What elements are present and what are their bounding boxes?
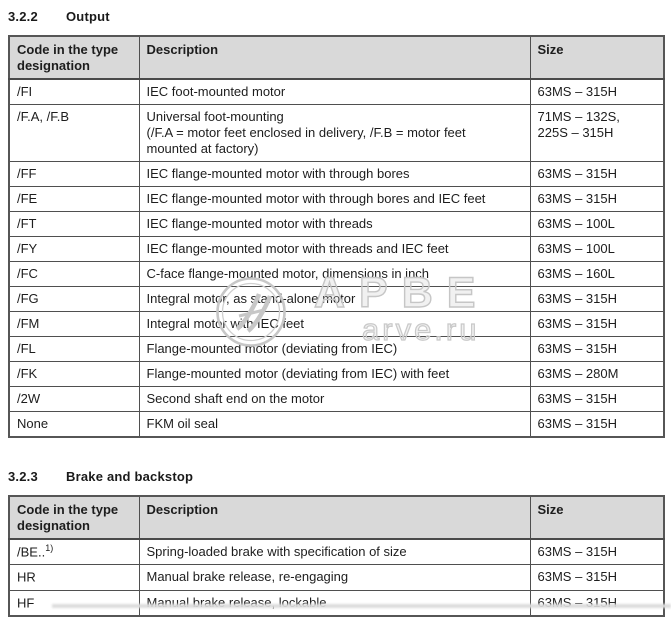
table-row: /BE..1) Spring-loaded brake with specifi… <box>8 538 665 566</box>
table-row: /FE IEC flange-mounted motor with throug… <box>8 186 665 212</box>
code-cell: /FI <box>8 78 140 105</box>
table-row: /FG Integral motor, as stand-alone motor… <box>8 286 665 312</box>
code-cell: /FF <box>8 161 140 187</box>
table-row: None FKM oil seal 63MS – 315H <box>8 411 665 438</box>
table-row: /FK Flange-mounted motor (deviating from… <box>8 361 665 387</box>
table-header-row: Code in the type designation Description… <box>8 495 665 540</box>
description-cell: FKM oil seal <box>138 411 531 438</box>
size-cell: 63MS – 315H <box>529 78 665 105</box>
code-cell: /FT <box>8 211 140 237</box>
table-row: /FC C-face flange-mounted motor, dimensi… <box>8 261 665 287</box>
section-number: 3.2.2 <box>8 9 38 24</box>
col-header-description: Description <box>138 35 531 80</box>
col-header-description: Description <box>138 495 531 540</box>
size-cell: 63MS – 315H <box>529 186 665 212</box>
section-number: 3.2.3 <box>8 469 38 484</box>
description-cell: IEC flange-mounted motor with threads an… <box>138 236 531 262</box>
section-title: Brake and backstop <box>66 469 194 484</box>
table-row: /FM Integral motor with IEC feet 63MS – … <box>8 311 665 337</box>
description-cell: IEC flange-mounted motor with threads <box>138 211 531 237</box>
col-header-size: Size <box>529 495 665 540</box>
code-cell: /FE <box>8 186 140 212</box>
description-cell: Second shaft end on the motor <box>138 386 531 412</box>
code-cell: /FL <box>8 336 140 362</box>
section-heading-brake: 3.2.3 Brake and backstop <box>8 469 671 484</box>
description-cell: IEC foot-mounted motor <box>138 78 531 105</box>
table-row: /2W Second shaft end on the motor 63MS –… <box>8 386 665 412</box>
code-cell: /FK <box>8 361 140 387</box>
description-cell: Integral motor with IEC feet <box>138 311 531 337</box>
size-cell: 71MS – 132S, 225S – 315H <box>529 104 665 162</box>
col-header-size: Size <box>529 35 665 80</box>
size-cell: 63MS – 315H <box>529 311 665 337</box>
code-text: /BE.. <box>17 544 46 560</box>
table-row: /FT IEC flange-mounted motor with thread… <box>8 211 665 237</box>
code-cell: /F.A, /F.B <box>8 104 140 162</box>
size-cell: 63MS – 100L <box>529 236 665 262</box>
code-cell: /FG <box>8 286 140 312</box>
code-cell: /BE..1) <box>8 538 140 566</box>
table-row: HR Manual brake release, re-engaging 63M… <box>8 564 665 591</box>
code-cell: /FY <box>8 236 140 262</box>
size-cell: 63MS – 100L <box>529 211 665 237</box>
code-text: HR <box>17 569 36 585</box>
code-cell: /FM <box>8 311 140 337</box>
table-row: /FL Flange-mounted motor (deviating from… <box>8 336 665 362</box>
code-cell: HR <box>8 564 140 591</box>
size-cell: 63MS – 315H <box>529 286 665 312</box>
code-cell: /2W <box>8 386 140 412</box>
description-cell: Flange-mounted motor (deviating from IEC… <box>138 336 531 362</box>
size-cell: 63MS – 315H <box>529 538 665 566</box>
col-header-code: Code in the type designation <box>8 35 140 80</box>
description-cell: Manual brake release, re-engaging <box>138 564 531 591</box>
description-cell: Flange-mounted motor (deviating from IEC… <box>138 361 531 387</box>
size-cell: 63MS – 160L <box>529 261 665 287</box>
output-table: Code in the type designation Description… <box>8 35 665 438</box>
table-row: /F.A, /F.B Universal foot-mounting (/F.A… <box>8 104 665 162</box>
size-cell: 63MS – 315H <box>529 411 665 438</box>
size-cell: 63MS – 315H <box>529 564 665 591</box>
description-cell: Spring-loaded brake with specification o… <box>138 538 531 566</box>
description-cell: IEC flange-mounted motor with through bo… <box>138 186 531 212</box>
footnote-marker: 1) <box>45 543 54 553</box>
section-heading-output: 3.2.2 Output <box>8 9 671 24</box>
table-row: /FI IEC foot-mounted motor 63MS – 315H <box>8 78 665 105</box>
table-row: /FF IEC flange-mounted motor with throug… <box>8 161 665 187</box>
scan-artifact <box>52 604 671 608</box>
section-title: Output <box>66 9 110 24</box>
col-header-code: Code in the type designation <box>8 495 140 540</box>
description-cell: C-face flange-mounted motor, dimensions … <box>138 261 531 287</box>
description-cell: IEC flange-mounted motor with through bo… <box>138 161 531 187</box>
description-cell: Integral motor, as stand-alone motor <box>138 286 531 312</box>
size-cell: 63MS – 280M <box>529 361 665 387</box>
size-cell: 63MS – 315H <box>529 336 665 362</box>
table-header-row: Code in the type designation Description… <box>8 35 665 80</box>
brake-table: Code in the type designation Description… <box>8 495 665 617</box>
description-cell: Universal foot-mounting (/F.A = motor fe… <box>138 104 531 162</box>
code-text: HF <box>17 594 35 610</box>
size-cell: 63MS – 315H <box>529 386 665 412</box>
code-cell: /FC <box>8 261 140 287</box>
code-cell: None <box>8 411 140 438</box>
size-cell: 63MS – 315H <box>529 161 665 187</box>
table-row: /FY IEC flange-mounted motor with thread… <box>8 236 665 262</box>
